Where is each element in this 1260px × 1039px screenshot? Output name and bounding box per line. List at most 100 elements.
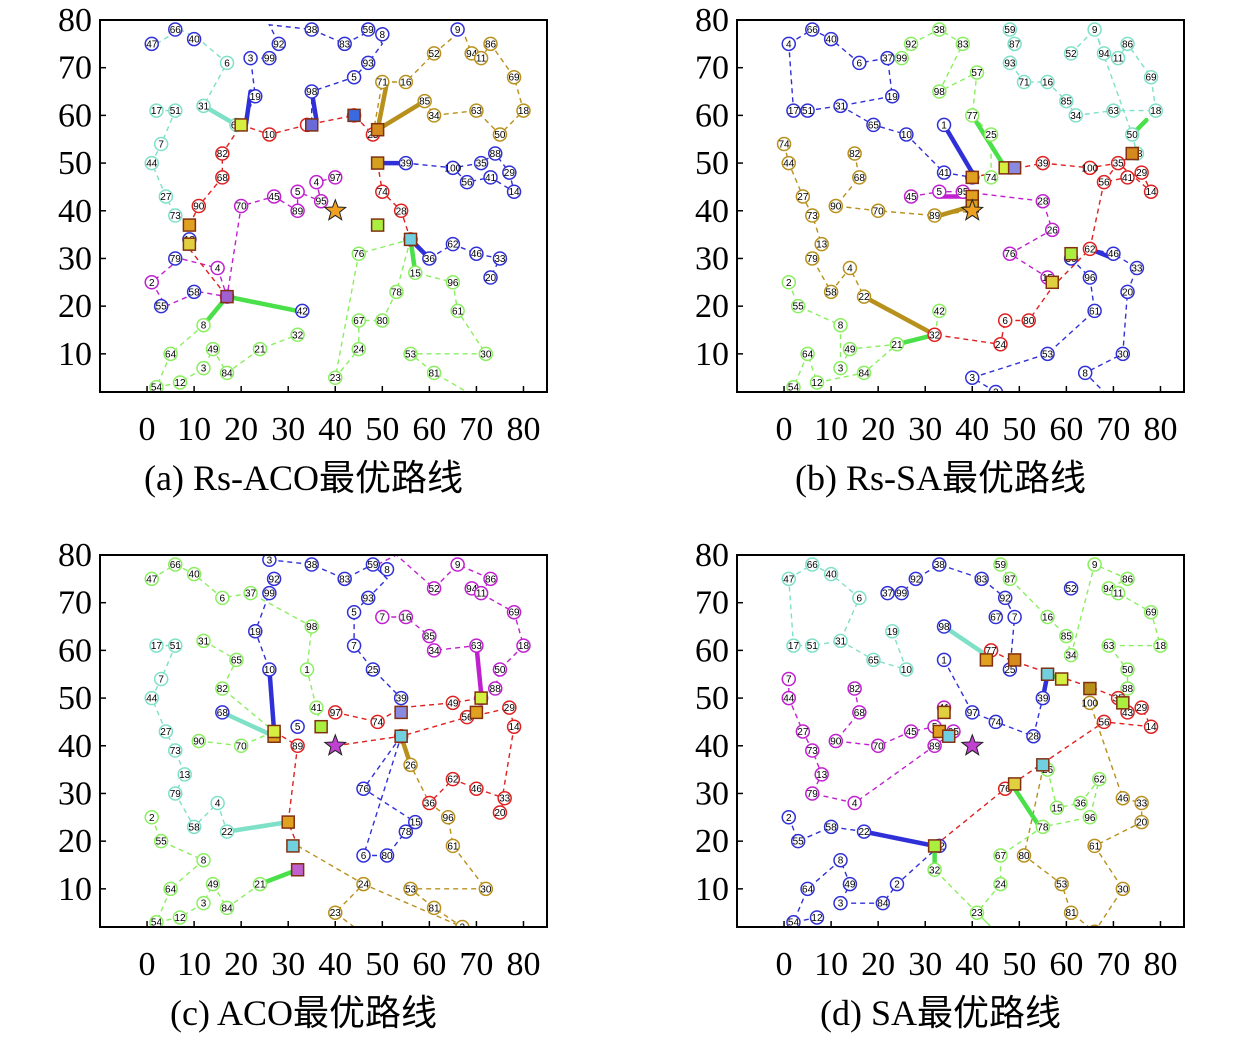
customer-node: [172, 910, 188, 925]
node-label: 20: [485, 273, 497, 284]
node-label: 86: [1122, 574, 1134, 585]
node-label: 6: [220, 593, 226, 604]
customer-node: [1059, 93, 1074, 109]
customer-node: [847, 681, 862, 696]
customer-node: [299, 662, 315, 677]
customer-node: [177, 767, 192, 782]
customer-node: [1077, 365, 1093, 381]
customer-node: [172, 375, 188, 390]
node-label: 86: [485, 39, 497, 50]
customer-node: [483, 170, 498, 185]
station-square: [286, 839, 300, 853]
customer-node: [304, 84, 319, 99]
customer-node: [875, 895, 891, 911]
customer-node: [1063, 647, 1079, 663]
station-square: [182, 218, 197, 232]
x-tick-label: 50: [1002, 946, 1036, 983]
x-tick-label: 70: [1096, 946, 1130, 983]
node-label: 66: [807, 560, 819, 571]
node-label: 50: [1122, 665, 1134, 676]
node-label: 42: [934, 306, 946, 317]
customer-node: [1120, 571, 1135, 587]
station-square: [1083, 681, 1097, 696]
route-line: [151, 563, 322, 727]
node-label: 56: [1098, 717, 1110, 728]
node-label: 21: [891, 340, 903, 351]
node-label: 20: [1122, 287, 1134, 298]
route-line: [155, 296, 298, 389]
customer-node: [795, 189, 811, 204]
customer-node: [889, 337, 905, 352]
node-label: 6: [857, 593, 863, 604]
node-label: 50: [494, 130, 506, 141]
node-label: 84: [221, 903, 233, 914]
node-label: 10: [901, 665, 913, 676]
node-label: 89: [292, 741, 304, 752]
customer-node: [168, 251, 183, 266]
customer-node: [852, 170, 867, 185]
customer-node: [969, 905, 985, 920]
node-label: 11: [1113, 54, 1124, 65]
node-label: 79: [170, 254, 182, 265]
node-label: 73: [807, 211, 819, 222]
customer-node: [483, 571, 498, 587]
node-label: 66: [170, 560, 182, 571]
customer-node: [243, 50, 258, 66]
customer-node: [1153, 638, 1168, 653]
customer-node: [1124, 127, 1140, 142]
link-segment: [861, 294, 937, 338]
customer-node: [805, 557, 820, 572]
node-label: 3: [838, 364, 844, 375]
customer-node: [842, 341, 858, 357]
customer-node: [1045, 222, 1060, 238]
node-label: 6: [361, 851, 367, 862]
customer-node: [974, 571, 989, 587]
route-line: [188, 114, 374, 226]
customer-node: [379, 848, 395, 863]
node-label: 32: [929, 330, 941, 341]
node-label: 33: [499, 794, 511, 805]
customer-node: [1143, 184, 1159, 199]
customer-node: [215, 681, 230, 696]
node-label: 69: [509, 608, 521, 619]
customer-node: [1110, 155, 1126, 171]
node-label: 70: [236, 741, 248, 752]
customer-node: [805, 22, 820, 37]
node-label: 56: [461, 713, 473, 724]
node-label: 11: [1113, 589, 1124, 600]
node-label: 1: [941, 120, 947, 131]
node-label: 53: [1042, 349, 1054, 360]
customer-node: [800, 346, 815, 362]
plot-frame: [736, 19, 1185, 393]
customer-node: [248, 624, 263, 639]
customer-node: [487, 681, 503, 696]
node-label: 65: [231, 655, 243, 666]
customer-node: [153, 833, 169, 849]
node-label: 3: [267, 555, 273, 566]
customer-node: [375, 74, 390, 90]
customer-node: [422, 251, 437, 266]
node-label: 96: [443, 813, 455, 824]
customer-node: [805, 638, 820, 653]
y-tick-label: 70: [58, 50, 92, 87]
route-line: [150, 176, 336, 308]
link-segment: [970, 113, 1008, 171]
node-label: 79: [170, 789, 182, 800]
customer-node: [252, 876, 268, 892]
customer-node: [1115, 790, 1131, 806]
node-label: 61: [452, 306, 464, 317]
node-label: 39: [396, 694, 408, 705]
node-label: 30: [480, 884, 492, 895]
customer-node: [880, 50, 895, 66]
node-label: 23: [330, 373, 342, 384]
panel-caption: (b) Rs-SA最优路线: [795, 458, 1086, 498]
node-label: 67: [990, 613, 1002, 624]
node-label: 55: [793, 837, 805, 848]
customer-node: [1063, 581, 1079, 596]
customer-node: [290, 327, 305, 343]
node-label: 34: [1070, 111, 1082, 122]
customer-node: [814, 767, 829, 782]
node-label: 54: [151, 383, 163, 394]
node-label: 65: [868, 655, 880, 666]
customer-node: [426, 46, 442, 61]
